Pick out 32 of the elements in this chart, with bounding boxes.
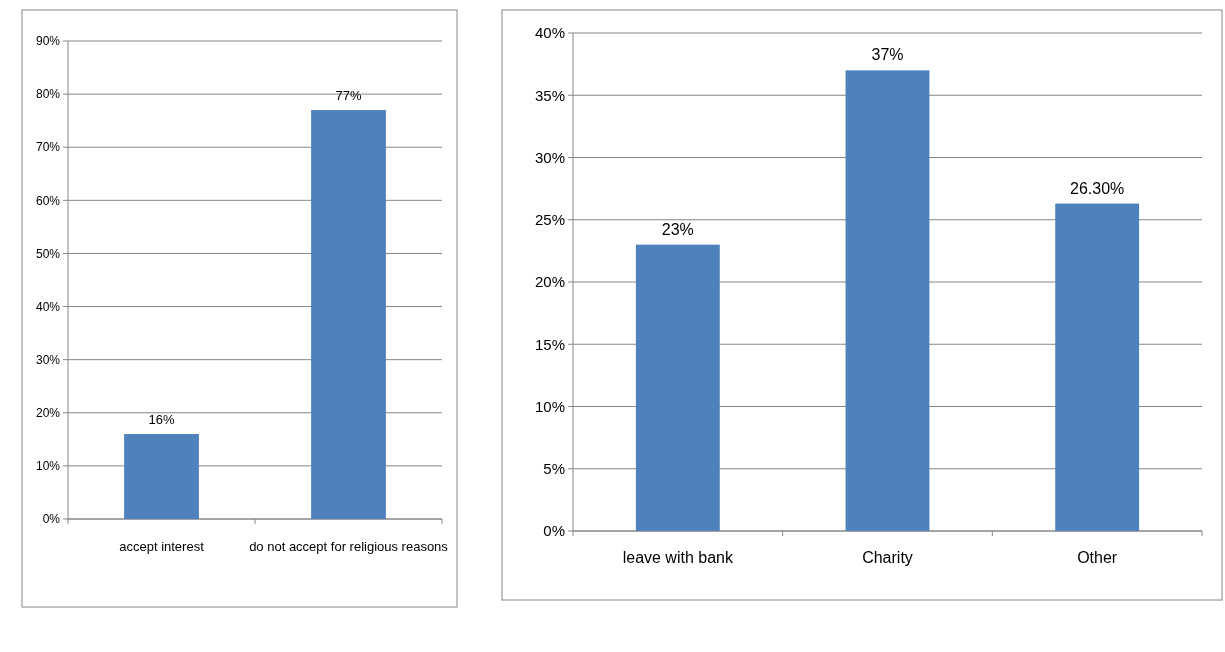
y-tick-label: 10% bbox=[534, 397, 565, 415]
bar bbox=[1055, 203, 1140, 531]
y-tick-label: 50% bbox=[35, 246, 61, 261]
x-tick-label: do not accept for religious reasons bbox=[249, 539, 449, 554]
data-label: 16% bbox=[148, 412, 175, 428]
y-tick-label: 0% bbox=[42, 512, 61, 527]
x-tick-label: accept interest bbox=[119, 539, 205, 554]
y-tick-label: 10% bbox=[35, 459, 61, 474]
y-tick-label: 5% bbox=[543, 460, 565, 477]
x-tick-label: Other bbox=[1077, 549, 1118, 566]
data-label: 26.30% bbox=[1070, 179, 1125, 197]
y-tick-label: 30% bbox=[35, 352, 61, 367]
bar bbox=[635, 244, 720, 531]
y-tick-label: 80% bbox=[35, 87, 61, 102]
data-label: 23% bbox=[661, 220, 694, 238]
data-label: 37% bbox=[871, 46, 904, 64]
y-tick-label: 70% bbox=[35, 140, 61, 155]
x-tick-label: leave with bank bbox=[622, 549, 734, 566]
y-tick-label: 40% bbox=[35, 299, 61, 314]
data-label: 77% bbox=[335, 88, 362, 104]
bar bbox=[845, 70, 930, 531]
y-tick-label: 30% bbox=[534, 148, 565, 166]
y-tick-label: 20% bbox=[534, 273, 565, 291]
y-tick-label: 35% bbox=[534, 86, 565, 104]
y-tick-label: 15% bbox=[534, 335, 565, 353]
y-tick-label: 0% bbox=[543, 522, 565, 540]
y-tick-label: 90% bbox=[35, 34, 61, 49]
y-tick-label: 60% bbox=[35, 193, 61, 208]
y-tick-label: 20% bbox=[35, 405, 61, 420]
y-tick-label: 25% bbox=[534, 211, 565, 228]
y-tick-label: 40% bbox=[534, 24, 565, 42]
x-tick-label: Charity bbox=[862, 549, 913, 566]
